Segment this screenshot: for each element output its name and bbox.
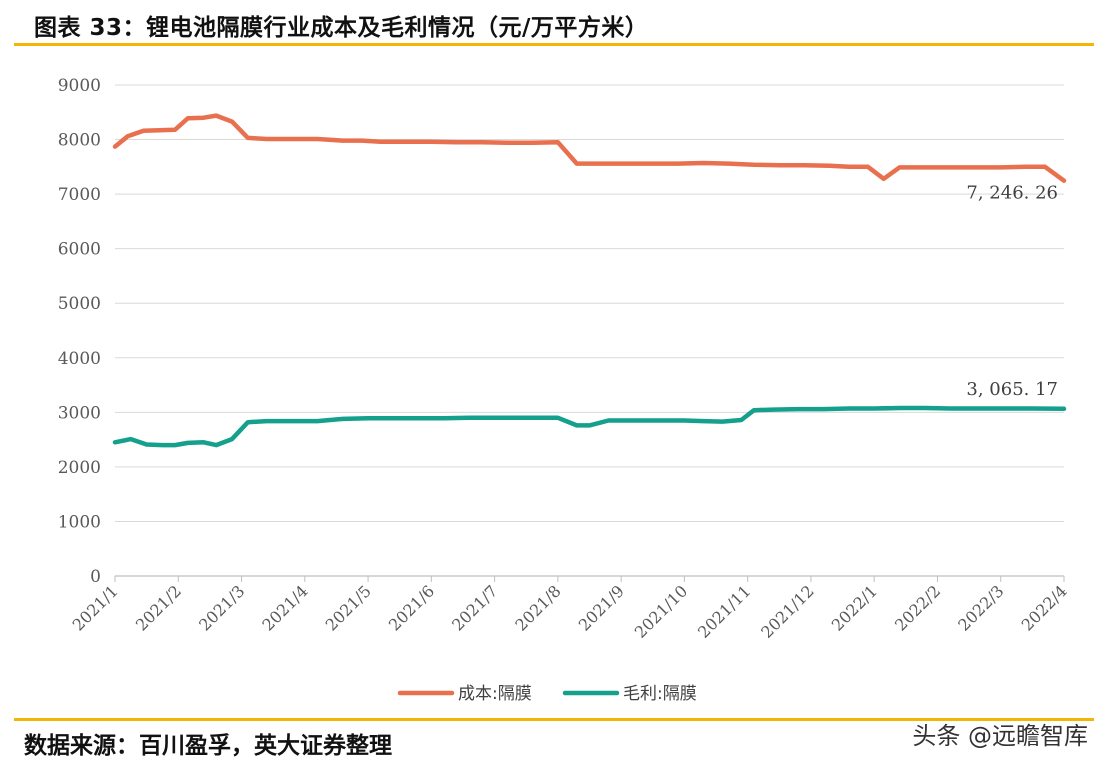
x-tick-label: 2021/8 bbox=[511, 581, 564, 634]
source-note: 数据来源：百川盈孚，英大证券整理 bbox=[24, 733, 392, 759]
y-tick-label: 6000 bbox=[58, 240, 101, 260]
x-tick-label: 2022/4 bbox=[1018, 581, 1071, 634]
x-tick-label: 2022/2 bbox=[891, 581, 944, 634]
x-tick-label: 2021/3 bbox=[195, 581, 248, 634]
x-tick-label: 2021/5 bbox=[322, 581, 375, 634]
y-tick-label: 3000 bbox=[58, 403, 101, 423]
x-tick-label: 2021/12 bbox=[757, 581, 817, 641]
y-tick-label: 0 bbox=[90, 567, 101, 587]
legend-label: 毛利:隔膜 bbox=[623, 684, 697, 704]
legend-label: 成本:隔膜 bbox=[458, 684, 532, 704]
x-axis: 2021/1 2021/2 2021/3 2021/4 2021/5 2021/6 2021… bbox=[69, 575, 1071, 642]
y-tick-label: 5000 bbox=[58, 294, 101, 314]
x-tick-label: 2021/6 bbox=[385, 581, 438, 634]
grid-lines bbox=[115, 84, 1064, 522]
y-tick-label: 8000 bbox=[58, 131, 101, 151]
end-data-label: 3, 065. 17 bbox=[966, 379, 1058, 400]
x-tick-label: 2022/1 bbox=[828, 581, 881, 634]
x-tick-label: 2021/11 bbox=[694, 581, 754, 641]
x-tick-label: 2021/9 bbox=[575, 581, 628, 634]
x-tick-label: 2021/2 bbox=[132, 581, 185, 634]
y-tick-label: 4000 bbox=[58, 349, 101, 369]
x-tick-label: 2021/7 bbox=[448, 581, 501, 634]
x-tick-label: 2021/1 bbox=[69, 581, 122, 634]
chart-header: 图表 33：锂电池隔膜行业成本及毛利情况（元/万平方米） bbox=[14, 0, 1094, 44]
title-underline-rule bbox=[14, 43, 1094, 46]
y-tick-label: 2000 bbox=[58, 458, 101, 478]
series-lines bbox=[112, 113, 1067, 448]
legend: 成本:隔膜 毛利:隔膜 bbox=[397, 684, 697, 704]
y-tick-label: 1000 bbox=[58, 512, 101, 532]
series-line-0 bbox=[112, 113, 1067, 183]
y-tick-label: 9000 bbox=[58, 76, 101, 96]
end-data-label: 7, 246. 26 bbox=[966, 183, 1058, 204]
watermark-logo: 头条 @远瞻智库 bbox=[912, 722, 1088, 750]
footer-rule bbox=[14, 718, 1094, 721]
x-tick-label: 2021/4 bbox=[258, 581, 311, 634]
series-line-1 bbox=[112, 405, 1067, 448]
x-tick-label: 2022/3 bbox=[954, 581, 1007, 634]
y-axis: 0 1000 2000 3000 4000 5000 6000 7000 8000 9000 bbox=[58, 76, 101, 587]
data-labels: 7, 246. 26 3, 065. 17 bbox=[966, 183, 1058, 400]
y-tick-label: 7000 bbox=[58, 185, 101, 205]
x-tick-label: 2021/10 bbox=[631, 581, 691, 641]
chart-title: 图表 33：锂电池隔膜行业成本及毛利情况（元/万平方米） bbox=[34, 15, 649, 41]
